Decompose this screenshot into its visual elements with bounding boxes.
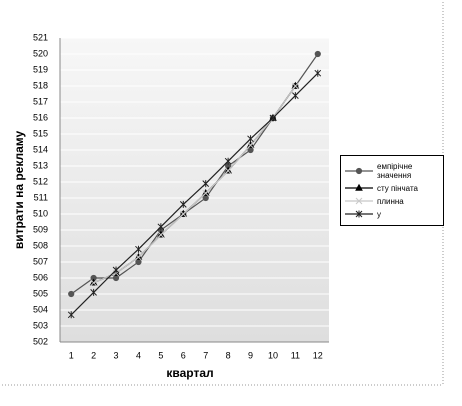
marker (68, 290, 75, 298)
y-tick-label: 505 (33, 288, 48, 298)
marker (355, 167, 363, 175)
x-tick-label: 9 (248, 350, 253, 360)
marker (179, 200, 187, 208)
marker (112, 274, 120, 282)
marker (269, 114, 277, 122)
marker (355, 197, 363, 205)
y-tick-label: 503 (33, 320, 48, 330)
marker (179, 210, 187, 218)
x-tick-label: 8 (226, 350, 231, 360)
marker (112, 266, 120, 274)
marker (202, 189, 210, 197)
legend-swatch (345, 183, 373, 191)
legend-label: плинна (377, 196, 404, 206)
x-tick-label: 1 (69, 350, 74, 360)
x-axis-title: квартал (166, 366, 213, 380)
y-tick-label: 519 (33, 64, 48, 74)
y-tick-label: 508 (33, 240, 48, 250)
x-tick-label: 10 (268, 350, 278, 360)
marker (135, 253, 142, 261)
y-tick-label: 513 (33, 160, 48, 170)
y-tick-label: 502 (33, 336, 48, 346)
y-tick-label: 507 (33, 256, 48, 266)
y-tick-label: 521 (33, 32, 48, 42)
series-line (70, 72, 319, 316)
marker (135, 258, 142, 266)
y-axis-title: витрати на рекламу (12, 131, 26, 250)
legend-label: сту пінчата (377, 183, 418, 193)
marker (90, 288, 97, 296)
y-tick-label: 516 (33, 112, 48, 122)
marker (247, 135, 254, 143)
x-tick-label: 5 (158, 350, 163, 360)
legend-swatch (345, 210, 373, 218)
marker (135, 245, 142, 253)
x-tick-label: 7 (203, 350, 208, 360)
marker (292, 82, 299, 90)
marker (202, 194, 209, 202)
marker (247, 141, 254, 149)
y-tick-label: 518 (33, 80, 48, 90)
series-line (93, 85, 296, 284)
y-tick-label: 510 (33, 208, 48, 218)
legend-swatch (345, 197, 373, 205)
marker (292, 92, 299, 100)
y-tick-label: 504 (33, 304, 48, 314)
marker (202, 180, 210, 188)
marker (314, 69, 322, 77)
legend-item: плинна (341, 196, 443, 206)
y-tick-label: 514 (33, 144, 48, 154)
plot-area (60, 38, 329, 342)
y-tick-label: 511 (34, 192, 48, 202)
y-tick-label: 506 (33, 272, 48, 282)
legend-item: емпірічне значення (341, 162, 443, 180)
marker (224, 167, 232, 175)
x-tick-label: 3 (114, 350, 119, 360)
marker (157, 231, 165, 239)
marker (224, 157, 232, 165)
marker (355, 183, 363, 191)
legend-label: емпірічне значення (377, 162, 413, 180)
legend-item: у (341, 209, 443, 219)
legend-label: у (377, 209, 381, 219)
marker (90, 279, 97, 287)
x-tick-label: 4 (136, 350, 141, 360)
y-tick-label: 515 (33, 128, 48, 138)
marker (314, 50, 321, 58)
x-tick-label: 6 (181, 350, 186, 360)
x-tick-label: 12 (313, 350, 323, 360)
x-tick-label: 11 (291, 350, 300, 360)
y-tick-label: 509 (33, 224, 48, 234)
y-tick-label: 520 (33, 48, 48, 58)
y-tick-label: 512 (33, 176, 48, 186)
legend: емпірічне значення сту пінчата плинна у (340, 155, 444, 226)
legend-swatch (345, 167, 373, 175)
x-tick-label: 2 (91, 350, 96, 360)
marker (355, 210, 363, 218)
y-tick-label: 517 (33, 96, 48, 106)
marker (67, 311, 75, 319)
marker (157, 223, 165, 231)
legend-item: сту пінчата (341, 183, 443, 193)
